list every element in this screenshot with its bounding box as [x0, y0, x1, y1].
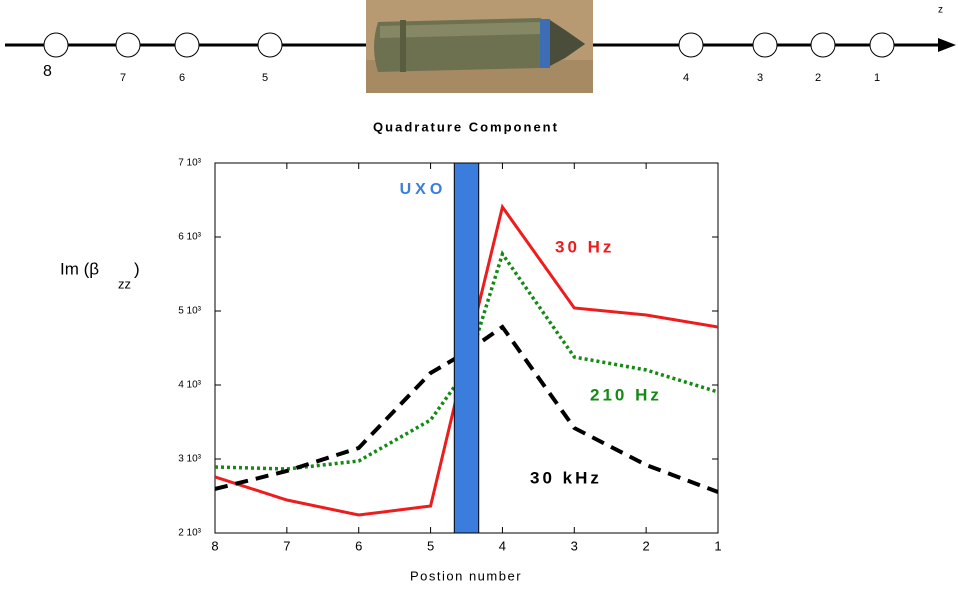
- uxo-band: [453, 162, 480, 534]
- y-tick-label: 2 10³: [178, 528, 201, 539]
- position-label: 7: [120, 72, 126, 84]
- z-label: z: [938, 5, 943, 16]
- x-tick-label: 3: [571, 538, 578, 553]
- x-tick-label: 6: [355, 538, 362, 553]
- position-marker: [678, 32, 704, 58]
- x-tick-label: 5: [427, 538, 434, 553]
- y-tick-label: 4 10³: [178, 380, 201, 391]
- uxo-photo: [366, 0, 593, 93]
- position-marker: [810, 32, 836, 58]
- position-marker: [115, 32, 141, 58]
- x-axis-label: Postion number: [410, 568, 522, 583]
- position-label: 3: [757, 72, 763, 84]
- position-label: 2: [815, 72, 821, 84]
- position-label: 1: [874, 72, 880, 84]
- x-tick-label: 7: [283, 538, 290, 553]
- position-label: 4: [683, 72, 689, 84]
- uxo-label: UXO: [400, 181, 447, 198]
- position-diagram: 8 7 6 5 4 3 2 1: [43, 32, 895, 84]
- x-tick-label: 1: [714, 538, 721, 553]
- chart-title: Quadrature Component: [373, 119, 559, 134]
- series-label: 30 kHz: [530, 468, 602, 487]
- y-axis-label-sub: zz: [118, 276, 131, 291]
- y-tick-label: 3 10³: [178, 454, 201, 465]
- position-label: 6: [179, 72, 185, 84]
- y-axis-label-close: ): [134, 259, 140, 278]
- position-marker: [257, 32, 283, 58]
- x-tick-label: 8: [211, 538, 218, 553]
- position-marker: [869, 32, 895, 58]
- x-tick-label: 2: [643, 538, 650, 553]
- plot: 2 10³ 3 10³ 4 10³ 5 10³ 6 10³ 7 10³ 8 7 6 5 4 3 2 1 UX…: [178, 158, 721, 554]
- position-marker: [174, 32, 200, 58]
- y-tick-label: 6 10³: [178, 232, 201, 243]
- position-label: 5: [262, 72, 268, 84]
- position-marker: [752, 32, 778, 58]
- position-label: 8: [43, 63, 52, 80]
- x-tick-label: 4: [499, 538, 506, 553]
- series-label: 30 Hz: [555, 237, 614, 256]
- series-label: 210 Hz: [590, 385, 662, 404]
- y-tick-label: 7 10³: [178, 158, 201, 169]
- position-marker: [43, 32, 69, 58]
- y-axis-label: Im (β: [60, 259, 99, 278]
- z-arrow: [938, 38, 956, 52]
- y-tick-label: 5 10³: [178, 306, 201, 317]
